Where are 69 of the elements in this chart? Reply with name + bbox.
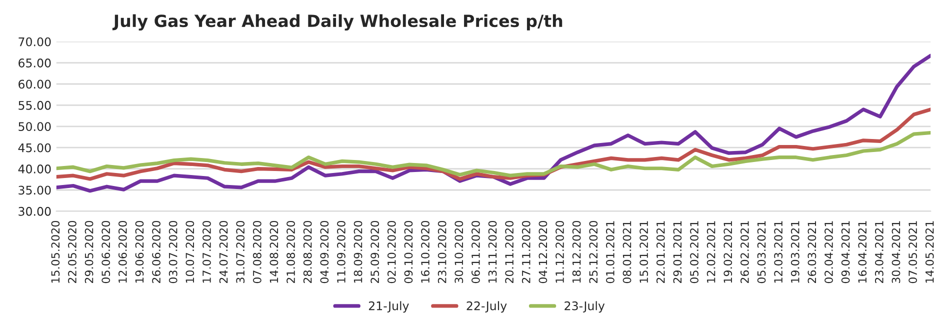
x-tick-label: 05.06.2020 — [102, 220, 110, 284]
x-tick-label: 11.09.2020 — [337, 220, 346, 283]
x-tick-label: 04.12.2020 — [538, 220, 548, 284]
x-tick-label: 29.01.2021 — [673, 221, 682, 284]
x-tick-label: 01.01.2021 — [606, 221, 614, 284]
x-tick-label: 22.05.2020 — [68, 220, 76, 284]
x-tick-label: 29.05.2020 — [84, 220, 94, 284]
x-tick-label: 04.09.2020 — [320, 220, 329, 284]
legend-label: 23-July — [564, 301, 605, 313]
x-tick-label: 12.06.2020 — [118, 220, 127, 283]
x-tick-label: 05.03.2021 — [757, 221, 766, 284]
x-tick-label: 18.12.2020 — [572, 220, 581, 283]
x-tick-label: 11.12.2020 — [556, 220, 564, 283]
x-tick-label: 09.04.2021 — [841, 221, 850, 284]
y-tick-label: 30.00 — [18, 206, 51, 216]
x-tick-label: 30.10.2020 — [454, 220, 464, 283]
y-tick-label: 40.00 — [18, 164, 51, 174]
x-tick-label: 03.07.2020 — [168, 220, 178, 284]
x-tick-label: 19.03.2021 — [790, 221, 800, 283]
x-tick-label: 14.05.2021 — [925, 221, 934, 283]
x-tick-label: 25.09.2020 — [370, 220, 380, 284]
y-tick-label: 60.00 — [18, 80, 51, 89]
x-tick-label: 27.11.2020 — [522, 220, 530, 284]
x-tick-label: 14.08.2020 — [270, 220, 278, 283]
y-tick-label: 65.00 — [18, 58, 51, 68]
x-tick-label: 28.08.2020 — [303, 220, 312, 284]
x-tick-label: 22.01.2021 — [656, 221, 665, 284]
x-tick-label: 05.02.2021 — [690, 221, 698, 284]
x-tick-label: 12.03.2021 — [774, 221, 783, 283]
y-tick-label: 45.00 — [18, 143, 51, 152]
x-tick-label: 21.08.2020 — [286, 220, 295, 284]
x-tick-label: 09.10.2020 — [404, 220, 413, 284]
x-tick-label: 18.09.2020 — [354, 220, 362, 283]
y-tick-label: 55.00 — [18, 100, 51, 110]
x-tick-label: 23.10.2020 — [438, 220, 446, 284]
x-tick-label: 16.10.2020 — [421, 220, 430, 283]
line-series — [56, 108, 931, 181]
x-tick-label: 13.11.2020 — [488, 220, 497, 283]
x-tick-label: 17.07.2020 — [202, 220, 211, 283]
x-tick-label: 15.05.2020 — [51, 220, 60, 283]
y-tick-label: 50.00 — [18, 122, 51, 132]
x-tick-label: 19.02.2021 — [724, 221, 732, 283]
x-tick-label: 23.04.2021 — [874, 221, 884, 284]
x-tick-label: 26.06.2020 — [152, 220, 160, 284]
x-tick-label: 30.04.2021 — [892, 221, 900, 283]
x-tick-label: 26.03.2021 — [808, 221, 816, 284]
chart-title: July Gas Year Ahead Daily Wholesale Prices p/th — [112, 14, 562, 31]
line-series — [56, 130, 931, 178]
x-tick-label: 24.07.2020 — [219, 220, 228, 284]
x-tick-label: 19.06.2020 — [135, 220, 144, 283]
x-tick-label: 02.10.2020 — [387, 220, 396, 284]
x-tick-label: 08.01.2021 — [622, 221, 632, 284]
line-series — [56, 54, 931, 193]
legend-label: 21-July — [368, 301, 409, 313]
x-tick-label: 07.05.2021 — [908, 221, 918, 284]
x-tick-label: 10.07.2020 — [186, 220, 194, 283]
x-tick-label: 25.12.2020 — [589, 220, 598, 284]
x-tick-label: 02.04.2021 — [824, 221, 833, 284]
x-tick-label: 07.08.2020 — [252, 220, 262, 284]
x-tick-label: 15.01.2021 — [640, 221, 648, 283]
x-tick-label: 16.04.2021 — [858, 221, 867, 283]
legend-label: 22-July — [466, 301, 507, 313]
x-tick-label: 06.11.2020 — [472, 220, 480, 284]
x-tick-label: 20.11.2020 — [505, 220, 514, 284]
y-tick-label: 70.00 — [18, 37, 51, 46]
x-tick-label: 31.07.2020 — [236, 220, 245, 283]
x-tick-label: 12.02.2021 — [706, 221, 716, 283]
y-tick-label: 35.00 — [18, 186, 51, 195]
x-tick-label: 26.02.2021 — [740, 221, 749, 284]
